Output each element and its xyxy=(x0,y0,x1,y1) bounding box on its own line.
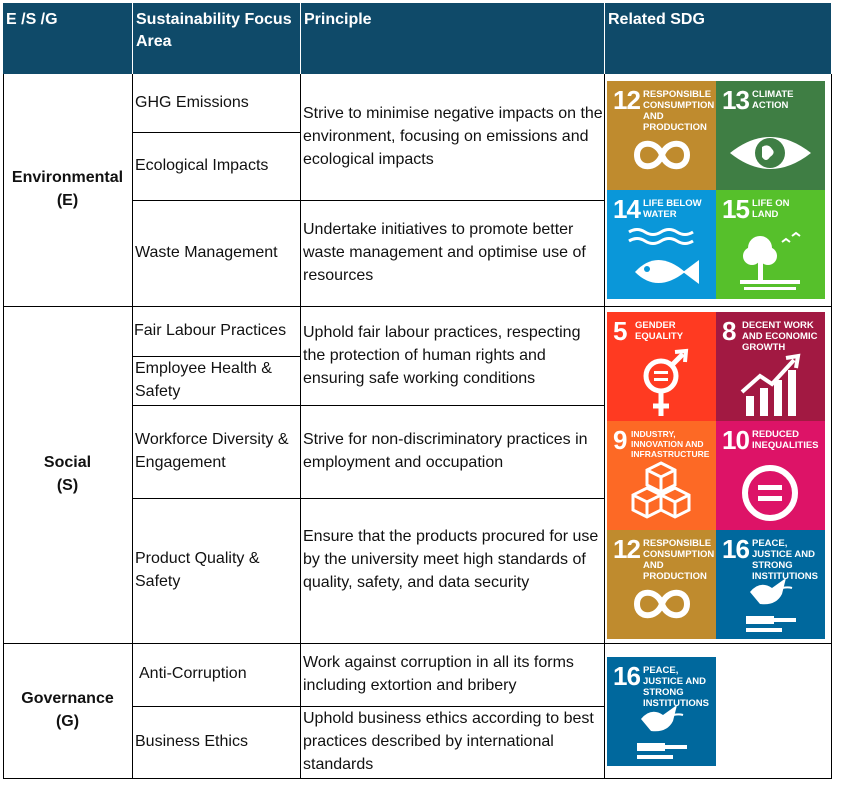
sdg-number: 15 xyxy=(722,194,750,224)
principle-soc-product: Ensure that the products procured for us… xyxy=(303,528,599,591)
sdg-number: 14 xyxy=(613,194,641,224)
sdg-number: 16 xyxy=(722,534,750,564)
eye-globe-icon xyxy=(730,137,811,169)
sdg-number: 9 xyxy=(613,425,628,455)
focus-anti-corruption: Anti-Corruption xyxy=(139,665,247,682)
sdg-tile-5: 5 Gender Equality xyxy=(607,312,716,421)
dove-gavel-icon xyxy=(637,705,687,759)
focus-fair-labour: Fair Labour Practices xyxy=(134,322,287,339)
sdg-title: Life Below Water xyxy=(643,198,702,220)
sdg-number: 13 xyxy=(722,85,750,115)
sdg-title: Life On Land xyxy=(752,198,790,220)
group-environmental: Environmental (E) xyxy=(3,166,132,212)
header-esg: E /S /G xyxy=(3,3,132,74)
sdg-tile-8: 8 Decent Work and Economic Growth xyxy=(716,312,825,421)
infinity-icon xyxy=(633,589,691,619)
sdg-number: 16 xyxy=(613,661,641,691)
sdg-tile-16-soc: 16 Peace, Justice and Strong Institution… xyxy=(716,530,825,639)
sdg-title: Reduced Inequalities xyxy=(752,429,819,451)
group-governance-code: (G) xyxy=(55,713,80,730)
group-environmental-name: Environmental xyxy=(11,169,124,186)
focus-health-safety: Employee Health & Safety xyxy=(135,360,272,400)
sdg-tile-12-soc: 12 Responsible Consumption and Productio… xyxy=(607,530,716,639)
growth-chart-icon xyxy=(740,353,801,416)
header-related-sdg: Related SDG xyxy=(605,3,831,74)
infinity-icon xyxy=(633,140,691,170)
sdg-number: 12 xyxy=(613,534,641,564)
sdg-number: 10 xyxy=(722,425,750,455)
focus-ghg-emissions: GHG Emissions xyxy=(135,94,249,111)
header-principle-label: Principle xyxy=(304,11,372,28)
fish-icon xyxy=(628,228,699,284)
group-governance-name: Governance xyxy=(21,690,114,707)
sdg-number: 12 xyxy=(613,85,641,115)
principle-gov-corruption: Work against corruption in all its forms… xyxy=(303,654,574,694)
sdg-title: Climate Action xyxy=(752,89,794,111)
sdg-tile-9: 9 Industry, Innovation and Infrastructur… xyxy=(607,421,716,530)
sdg-title: Industry, Innovation and Infrastructure xyxy=(631,429,710,459)
sdg-title: Gender Equality xyxy=(635,320,684,342)
header-esg-label: E /S /G xyxy=(6,11,58,28)
sdg-title: Responsible Consumption and Production xyxy=(643,538,715,582)
header-related-sdg-label: Related SDG xyxy=(608,11,705,28)
sdg-tile-13: 13 Climate Action xyxy=(716,81,825,190)
sdg-tile-15: 15 Life On Land xyxy=(716,190,825,299)
focus-business-ethics: Business Ethics xyxy=(135,733,248,750)
focus-product-quality: Product Quality & Safety xyxy=(135,550,260,590)
sdg-tile-14: 14 Life Below Water xyxy=(607,190,716,299)
header-principle: Principle xyxy=(301,3,604,74)
tree-icon xyxy=(740,231,801,290)
equal-icon xyxy=(742,465,798,521)
principle-soc-diversity: Strive for non-discriminatory practices … xyxy=(303,431,588,471)
sdg-tile-16-gov: 16 Peace, Justice and Strong Institution… xyxy=(607,657,716,766)
sdg-title: Peace, Justice and Strong Institutions xyxy=(752,538,818,582)
sdg-tile-12-env: 12 Responsible Consumption and Productio… xyxy=(607,81,716,190)
sdg-title: Peace, Justice and Strong Institutions xyxy=(643,665,709,709)
dove-gavel-icon xyxy=(746,578,796,632)
principle-env-waste: Undertake initiatives to promote better … xyxy=(303,221,586,284)
group-social: Social (S) xyxy=(3,451,132,497)
sdg-title: Decent Work and Economic Growth xyxy=(742,320,818,353)
group-social-name: Social xyxy=(43,454,92,471)
sdg-number: 8 xyxy=(722,316,737,346)
sdg-title: Responsible Consumption and Production xyxy=(643,89,715,133)
group-social-code: (S) xyxy=(56,477,79,494)
principle-gov-ethics: Uphold business ethics according to best… xyxy=(303,710,594,773)
group-governance: Governance (G) xyxy=(3,687,132,733)
focus-workforce-diversity: Workforce Diversity & Engagement xyxy=(135,431,289,471)
principle-soc-labour: Uphold fair labour practices, respecting… xyxy=(303,324,581,387)
sdg-tile-10: 10 Reduced Inequalities xyxy=(716,421,825,530)
gender-icon xyxy=(643,348,689,416)
header-focus-area-label: Sustainability Focus Area xyxy=(136,11,292,50)
sdg-number: 5 xyxy=(613,316,628,346)
principle-env-impacts: Strive to minimise negative impacts on t… xyxy=(303,105,603,168)
focus-ecological-impacts: Ecological Impacts xyxy=(135,157,269,174)
header-focus-area: Sustainability Focus Area xyxy=(133,3,300,74)
cubes-icon xyxy=(631,461,691,519)
focus-waste-management: Waste Management xyxy=(135,244,278,261)
group-environmental-code: (E) xyxy=(56,192,79,209)
